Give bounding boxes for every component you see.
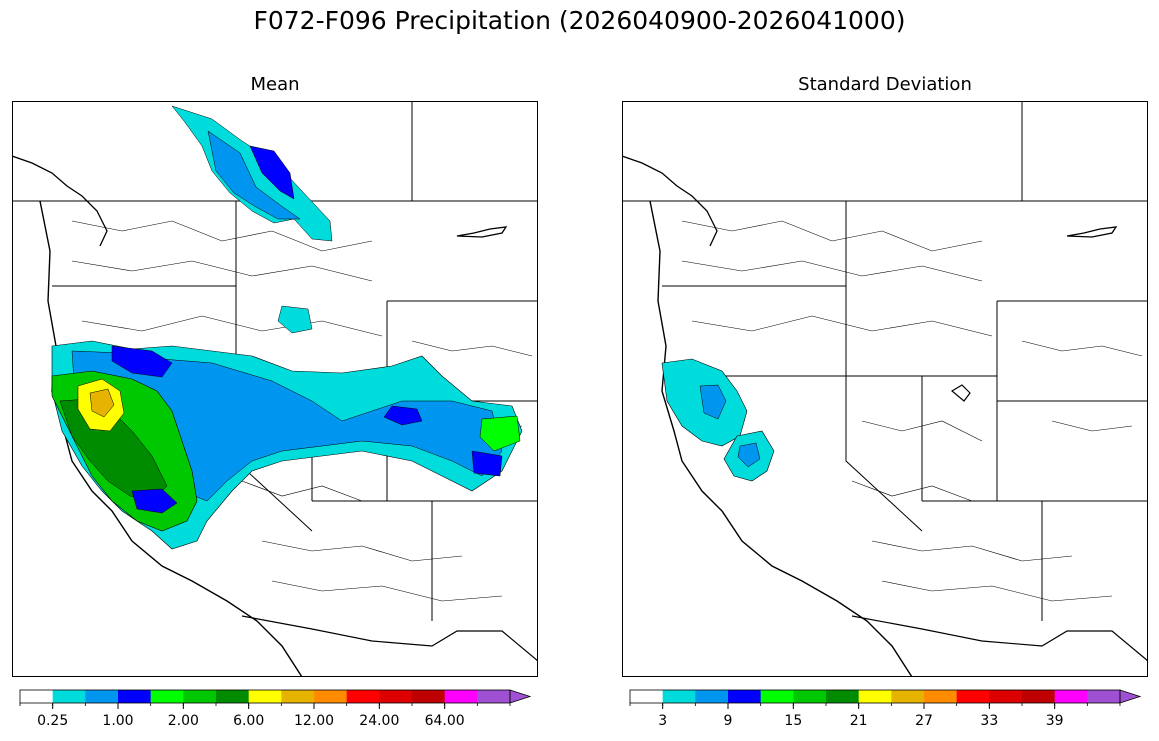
std-colorbar-tick-label: 3 bbox=[658, 713, 667, 729]
std-colorbar-segment bbox=[728, 690, 762, 703]
std-colorbar-frame bbox=[629, 689, 1121, 704]
mean-precip-blue-1 bbox=[111, 345, 173, 378]
std-colorbar-segment bbox=[891, 690, 925, 703]
lake-superior bbox=[456, 226, 508, 238]
std-colorbar-tick-label: 9 bbox=[724, 713, 733, 729]
mean-colorbar-segment bbox=[118, 690, 152, 703]
mean-map-frame bbox=[12, 101, 538, 677]
std-colorbar-segment bbox=[956, 690, 990, 703]
std-colorbar-segment bbox=[662, 690, 696, 703]
mean-colorbar-segment bbox=[444, 690, 478, 703]
std-colorbar-tick-label: 15 bbox=[784, 713, 802, 729]
std-colorbar-extension bbox=[1119, 689, 1142, 704]
std-colorbar-tick-label: 39 bbox=[1046, 713, 1064, 729]
mean-colorbar-segment bbox=[314, 690, 348, 703]
mean-precip-green-edge bbox=[479, 415, 521, 452]
mean-colorbar-segment bbox=[216, 690, 250, 703]
mean-colorbar-segment bbox=[52, 690, 86, 703]
mean-colorbar-segment bbox=[20, 690, 54, 703]
std-colorbar-segment bbox=[793, 690, 827, 703]
great-salt-lake-std bbox=[950, 384, 971, 402]
mean-precip-columbia-mid bbox=[207, 130, 301, 220]
mean-precip-blue-2 bbox=[383, 405, 423, 426]
std-precip-nw-cal-inner bbox=[699, 384, 727, 420]
mean-colorbar-segment bbox=[412, 690, 446, 703]
mean-colorbar-tick-label: 2.00 bbox=[168, 713, 199, 729]
mean-colorbar-tick-label: 12.00 bbox=[294, 713, 334, 729]
std-colorbar-segment bbox=[695, 690, 729, 703]
std-colorbar-segment bbox=[1087, 690, 1121, 703]
mean-precip-blue-3 bbox=[471, 450, 503, 477]
mean-panel-title: Mean bbox=[250, 74, 300, 95]
std-colorbar-segment bbox=[858, 690, 892, 703]
mean-precip-columbia-core bbox=[249, 145, 295, 200]
std-precip-sierra-inner bbox=[737, 442, 761, 468]
mean-precip-sierra-blue bbox=[131, 488, 178, 514]
mean-colorbar-segment bbox=[248, 690, 282, 703]
basin-lines-std bbox=[681, 220, 1143, 602]
mean-colorbar-segment bbox=[379, 690, 413, 703]
std-colorbar-tick-label: 21 bbox=[850, 713, 868, 729]
mean-colorbar-extension bbox=[509, 689, 532, 704]
std-map bbox=[622, 101, 1148, 677]
std-colorbar-segment bbox=[630, 690, 664, 703]
std-colorbar-segment bbox=[1022, 690, 1056, 703]
figure-title: F072-F096 Precipitation (2026040900-2026… bbox=[253, 6, 906, 35]
mean-colorbar-segment bbox=[150, 690, 184, 703]
mean-colorbar: 0.25 1.00 2.00 6.00 12.00 24.00 64.00 bbox=[19, 688, 532, 734]
lake-superior-std bbox=[1066, 226, 1118, 238]
std-colorbar-segment bbox=[1054, 690, 1088, 703]
std-colorbar-segment bbox=[924, 690, 958, 703]
mean-colorbar-segment bbox=[477, 690, 511, 703]
mexico-border-std bbox=[851, 615, 1148, 662]
mean-colorbar-tick-label: 6.00 bbox=[233, 713, 264, 729]
mean-colorbar-tick-label: 1.00 bbox=[102, 713, 133, 729]
mean-colorbar-tick-label: 24.00 bbox=[359, 713, 399, 729]
std-panel-title: Standard Deviation bbox=[798, 74, 972, 95]
mean-colorbar-tick-label: 64.00 bbox=[425, 713, 465, 729]
std-colorbar-tick-label: 27 bbox=[915, 713, 933, 729]
mexico-border bbox=[241, 615, 538, 662]
mean-precip-columbia-north bbox=[171, 105, 333, 242]
west-coast-outline-std bbox=[649, 200, 913, 677]
state-lines-std bbox=[662, 101, 1148, 621]
mean-colorbar-segment bbox=[85, 690, 119, 703]
mean-map bbox=[12, 101, 538, 677]
mean-colorbar-segment bbox=[281, 690, 315, 703]
mean-precip-blue-patch bbox=[277, 305, 313, 334]
mean-colorbar-tick-label: 0.25 bbox=[37, 713, 68, 729]
west-coast-outline bbox=[39, 200, 303, 677]
std-colorbar-segment bbox=[760, 690, 794, 703]
mean-colorbar-segment bbox=[346, 690, 380, 703]
mean-colorbar-segment bbox=[183, 690, 217, 703]
std-colorbar-segment bbox=[826, 690, 860, 703]
std-colorbar-segment bbox=[989, 690, 1023, 703]
mean-precip-cal-gold bbox=[89, 388, 115, 418]
std-colorbar: 3 9 15 21 27 33 39 bbox=[629, 688, 1142, 734]
mean-colorbar-frame bbox=[19, 689, 511, 704]
std-colorbar-tick-label: 33 bbox=[980, 713, 998, 729]
std-map-frame bbox=[622, 101, 1148, 677]
